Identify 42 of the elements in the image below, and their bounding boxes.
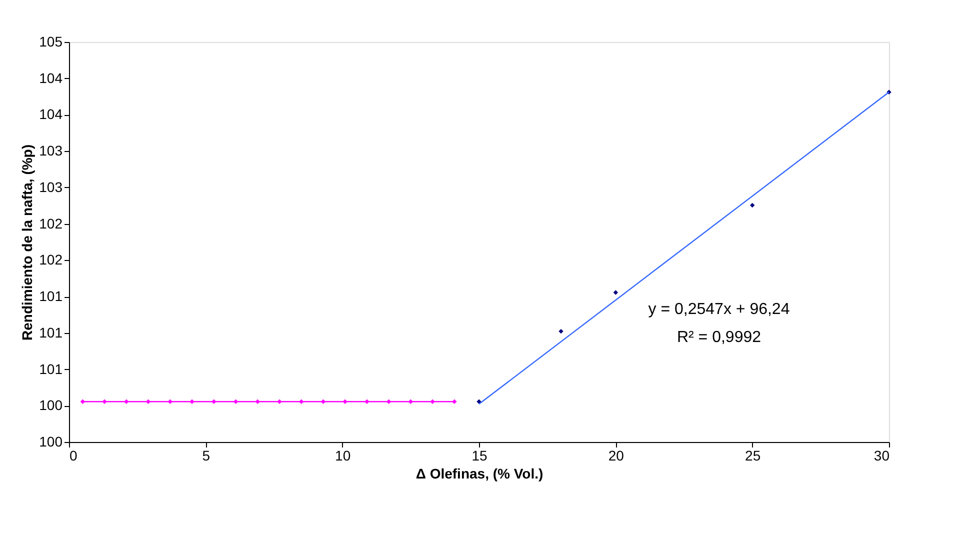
y-tick-label: 100 bbox=[39, 397, 63, 414]
y-tick-label: 103 bbox=[39, 178, 63, 195]
point bbox=[298, 399, 304, 404]
point bbox=[613, 290, 618, 295]
x-tick-label: 30 bbox=[874, 448, 890, 464]
y-tick-label: 104 bbox=[39, 70, 63, 86]
x-tick-label: 0 bbox=[70, 448, 78, 464]
point bbox=[277, 399, 282, 404]
point bbox=[320, 399, 326, 404]
x-axis-title: Δ Olefinas, (% Vol.) bbox=[416, 466, 544, 482]
y-tick-label: 103 bbox=[39, 142, 63, 159]
point bbox=[212, 399, 216, 404]
point bbox=[146, 399, 151, 404]
y-tick-label: 101 bbox=[39, 360, 63, 377]
y-tick-label: 102 bbox=[39, 252, 63, 268]
point bbox=[750, 202, 755, 208]
point bbox=[255, 399, 260, 404]
x-tick-label: 5 bbox=[202, 448, 210, 464]
point bbox=[386, 399, 392, 404]
point bbox=[168, 399, 172, 404]
y-tick-label: 102 bbox=[39, 215, 63, 232]
point bbox=[342, 399, 348, 404]
y-tick-label: 104 bbox=[39, 106, 63, 122]
point bbox=[102, 399, 107, 404]
point bbox=[452, 399, 457, 404]
point bbox=[233, 399, 238, 404]
x-tick-label: 25 bbox=[745, 448, 761, 464]
y-tick-label: 101 bbox=[39, 324, 63, 340]
y-tick-label: 105 bbox=[39, 34, 63, 50]
annotation: y = 0,2547x + 96,24 bbox=[648, 301, 790, 318]
point bbox=[190, 399, 194, 404]
point bbox=[558, 328, 564, 334]
y-tick-label: 101 bbox=[39, 288, 63, 304]
point bbox=[364, 399, 370, 404]
annotation: R² = 0,9992 bbox=[676, 329, 762, 346]
y-axis-title: Rendimiento de la nafta, (%p) bbox=[19, 144, 36, 341]
x-tick-label: 20 bbox=[608, 448, 624, 464]
point bbox=[430, 399, 435, 404]
y-tick-label: 100 bbox=[39, 434, 63, 450]
x-tick-label: 10 bbox=[335, 448, 351, 464]
point bbox=[124, 399, 129, 404]
x-tick-label: 15 bbox=[472, 448, 488, 464]
